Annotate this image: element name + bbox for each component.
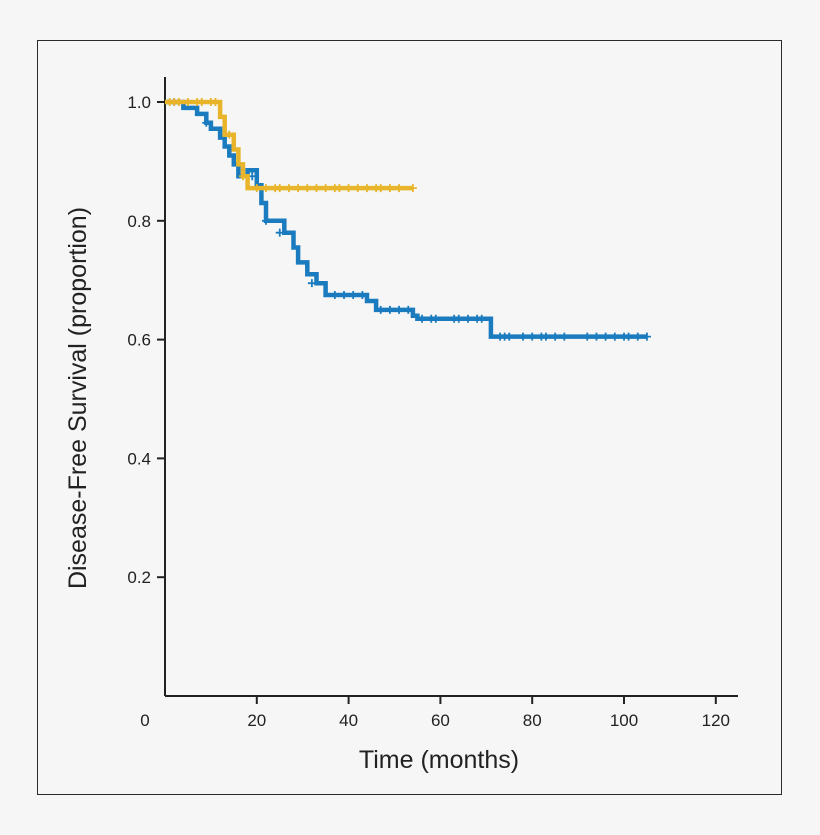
censor-mark — [275, 228, 284, 237]
censor-mark — [418, 314, 427, 323]
censor-mark — [239, 172, 248, 181]
censor-mark — [284, 184, 293, 193]
y-axis-title: Disease-Free Survival (proportion) — [64, 207, 92, 589]
censor-mark — [551, 332, 560, 341]
censor-mark — [583, 332, 592, 341]
censor-mark — [211, 98, 220, 106]
censor-mark — [642, 332, 651, 341]
x-tick-label: 40 — [339, 711, 358, 730]
censor-mark — [463, 314, 472, 323]
censor-mark — [395, 305, 404, 314]
censor-mark — [610, 332, 619, 341]
censor-mark — [183, 98, 192, 106]
y-tick-label: 0.4 — [127, 449, 151, 468]
survival-step-line — [165, 99, 647, 339]
series-b — [165, 98, 417, 193]
y-tick-label: 0.8 — [127, 212, 151, 231]
censor-mark — [353, 184, 362, 193]
censor-mark — [362, 184, 371, 193]
x-tick-label: 100 — [610, 711, 638, 730]
censor-mark — [560, 332, 569, 341]
censor-mark — [376, 305, 385, 314]
censor-mark — [174, 98, 183, 106]
x-tick-label: 120 — [702, 711, 730, 730]
censor-mark — [592, 332, 601, 341]
censor-mark — [307, 279, 316, 288]
censor-mark — [261, 184, 270, 193]
series-layer — [165, 98, 651, 341]
censor-mark — [528, 332, 537, 341]
censor-mark — [252, 184, 261, 193]
censor-mark — [454, 314, 463, 323]
censor-mark — [541, 332, 550, 341]
x-tick-label: 20 — [247, 711, 266, 730]
censor-mark — [395, 184, 404, 193]
censor-mark — [601, 332, 610, 341]
censor-mark — [202, 118, 211, 127]
censor-mark — [330, 291, 339, 300]
censor-mark — [321, 184, 330, 193]
censor-mark — [312, 184, 321, 193]
censor-mark — [505, 332, 514, 341]
censor-mark — [431, 314, 440, 323]
censor-mark — [385, 184, 394, 193]
figure-frame — [37, 40, 782, 795]
censor-mark — [340, 291, 349, 300]
y-tick-label: 1.0 — [127, 93, 151, 112]
censor-mark — [261, 216, 270, 225]
censor-mark — [197, 98, 206, 106]
censor-mark — [335, 184, 344, 193]
censor-mark — [633, 332, 642, 341]
censor-mark — [404, 305, 413, 314]
x-axis-title: Time (months) — [359, 746, 519, 774]
censor-mark — [624, 332, 633, 341]
axes — [164, 77, 738, 697]
censor-mark — [303, 184, 312, 193]
censor-mark — [358, 291, 367, 300]
censor-mark — [294, 184, 303, 193]
censor-mark — [477, 314, 486, 323]
censor-mark — [349, 291, 358, 300]
censor-mark — [225, 130, 234, 139]
censor-mark — [385, 305, 394, 314]
y-tick-label: 0.6 — [127, 331, 151, 350]
x-tick-label: 60 — [431, 711, 450, 730]
series-a — [165, 98, 651, 341]
x-tick-label: 0 — [140, 711, 149, 730]
censor-mark — [376, 184, 385, 193]
censor-mark — [275, 184, 284, 193]
x-ticks: 0 20 40 60 80 100 120 — [140, 696, 730, 730]
censor-mark — [344, 184, 353, 193]
censor-mark — [408, 184, 417, 193]
censor-mark — [519, 332, 528, 341]
y-ticks: 0.2 0.4 0.6 0.8 1.0 — [127, 93, 165, 587]
x-tick-label: 80 — [523, 711, 542, 730]
y-tick-label: 0.2 — [127, 568, 151, 587]
